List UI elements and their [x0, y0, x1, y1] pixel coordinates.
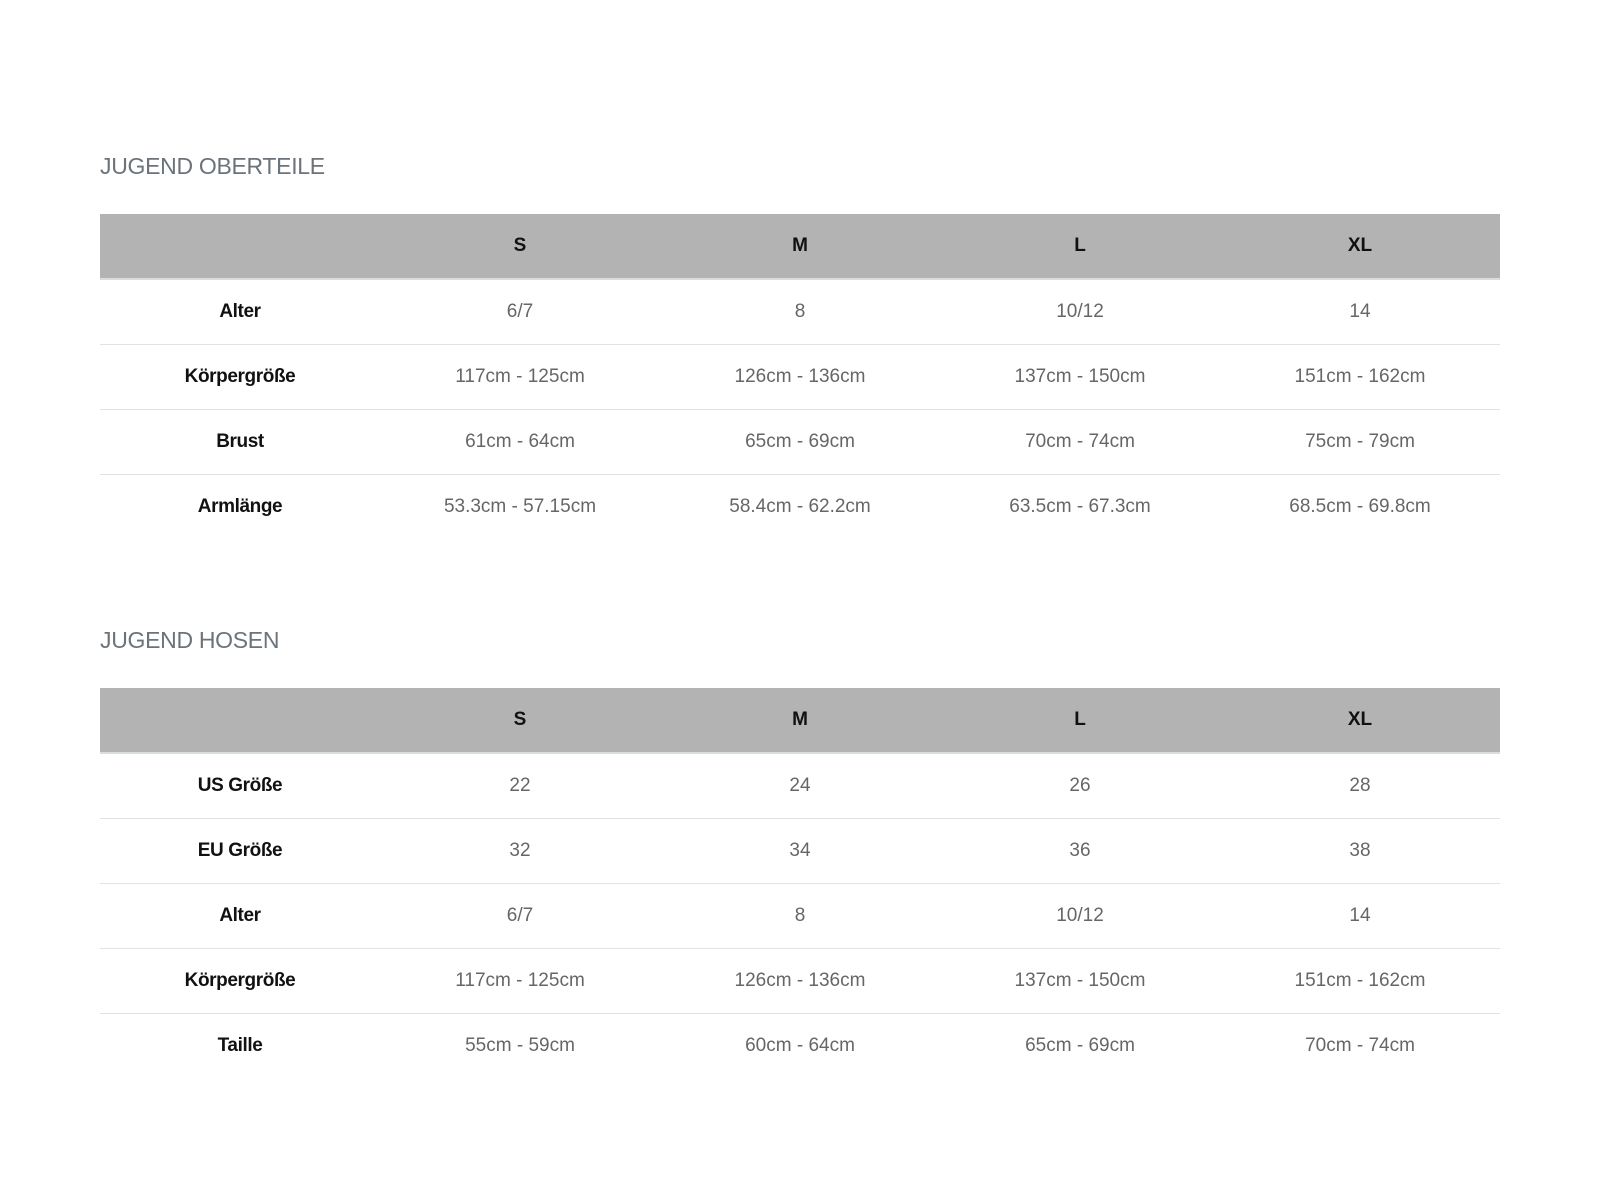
table-row: EU Größe 32 34 36 38	[100, 818, 1500, 884]
table-cell: 26	[940, 753, 1220, 819]
section-jugend-hosen: JUGEND HOSEN S M L XL US Größe 22 24 26 28 EU Größ…	[100, 625, 1500, 1078]
table-row: Armlänge 53.3cm - 57.15cm 58.4cm - 62.2cm 6…	[100, 475, 1500, 540]
section-title: JUGEND OBERTEILE	[100, 153, 325, 179]
table-cell: 61cm - 64cm	[380, 409, 660, 475]
table-cell: 65cm - 69cm	[1025, 1035, 1135, 1056]
table-cell: 32	[380, 818, 660, 884]
row-label: Alter	[100, 279, 380, 345]
row-label: Brust	[100, 409, 380, 475]
table-cell: 70cm - 74cm	[940, 409, 1220, 475]
size-table: S M L XL Alter 6/7 8 10/12 14 Körpergröße 117cm - …	[100, 214, 1500, 539]
table-cell: 117cm - 125cm	[380, 948, 660, 1014]
table-cell: 36	[940, 818, 1220, 884]
table-cell: 68.5cm - 69.8cm	[1289, 496, 1431, 517]
table-row: Taille 55cm - 59cm 60cm - 64cm 65cm - 69cm 7…	[100, 1014, 1500, 1079]
table-row: Alter 6/7 8 10/12 14	[100, 883, 1500, 949]
section-jugend-oberteile: JUGEND OBERTEILE S M L XL Alter 6/7 8 10/12 14 Kör…	[100, 151, 1500, 539]
table-cell: 65cm - 69cm	[660, 409, 940, 475]
table-cell: 8	[660, 279, 940, 345]
table-cell: 14	[1220, 883, 1500, 949]
column-header: XL	[1220, 214, 1500, 280]
table-cell: 117cm - 125cm	[380, 344, 660, 410]
table-cell: 151cm - 162cm	[1220, 948, 1500, 1014]
table-cell: 6/7	[380, 883, 660, 949]
table-cell: 60cm - 64cm	[745, 1035, 855, 1056]
table-cell: 151cm - 162cm	[1220, 344, 1500, 410]
table-cell: 10/12	[940, 883, 1220, 949]
row-label: Taille	[217, 1035, 263, 1056]
table-cell: 34	[660, 818, 940, 884]
row-label: EU Größe	[100, 818, 380, 884]
column-header: XL	[1220, 688, 1500, 754]
table-row: Körpergröße 117cm - 125cm 126cm - 136cm 137…	[100, 344, 1500, 410]
table-cell: 126cm - 136cm	[660, 948, 940, 1014]
table-cell: 75cm - 79cm	[1220, 409, 1500, 475]
table-cell: 58.4cm - 62.2cm	[729, 496, 871, 517]
column-header: L	[940, 214, 1220, 280]
column-header: M	[660, 688, 940, 754]
section-title: JUGEND HOSEN	[100, 627, 280, 653]
table-cell: 53.3cm - 57.15cm	[443, 496, 597, 517]
column-header: S	[380, 214, 660, 280]
row-label: Körpergröße	[100, 948, 380, 1014]
table-cell: 137cm - 150cm	[940, 344, 1220, 410]
table-cell: 38	[1220, 818, 1500, 884]
row-label: Armlänge	[197, 496, 283, 517]
table-cell: 55cm - 59cm	[465, 1035, 575, 1056]
column-header: L	[940, 688, 1220, 754]
table-cell: 8	[660, 883, 940, 949]
table-row: Körpergröße 117cm - 125cm 126cm - 136cm 137…	[100, 948, 1500, 1014]
table-cell: 14	[1220, 279, 1500, 345]
table-cell: 24	[660, 753, 940, 819]
row-label: Körpergröße	[100, 344, 380, 410]
table-cell: 70cm - 74cm	[1305, 1035, 1415, 1056]
size-table: S M L XL US Größe 22 24 26 28 EU Größe 32 34 36 38 Alt…	[100, 688, 1500, 1078]
table-cell: 10/12	[940, 279, 1220, 345]
row-label: Alter	[100, 883, 380, 949]
column-header	[100, 688, 380, 754]
table-cell: 28	[1220, 753, 1500, 819]
table-cell: 63.5cm - 67.3cm	[1009, 496, 1151, 517]
table-cell: 126cm - 136cm	[660, 344, 940, 410]
header-row: S M L XL	[100, 688, 1500, 754]
column-header: S	[380, 688, 660, 754]
table-row: Brust 61cm - 64cm 65cm - 69cm 70cm - 74cm 75…	[100, 409, 1500, 475]
table-cell: 22	[380, 753, 660, 819]
column-header	[100, 214, 380, 280]
table-row: Alter 6/7 8 10/12 14	[100, 279, 1500, 345]
column-header: M	[660, 214, 940, 280]
row-label: US Größe	[100, 753, 380, 819]
table-cell: 6/7	[380, 279, 660, 345]
table-row: US Größe 22 24 26 28	[100, 753, 1500, 819]
header-row: S M L XL	[100, 214, 1500, 280]
table-cell: 137cm - 150cm	[940, 948, 1220, 1014]
